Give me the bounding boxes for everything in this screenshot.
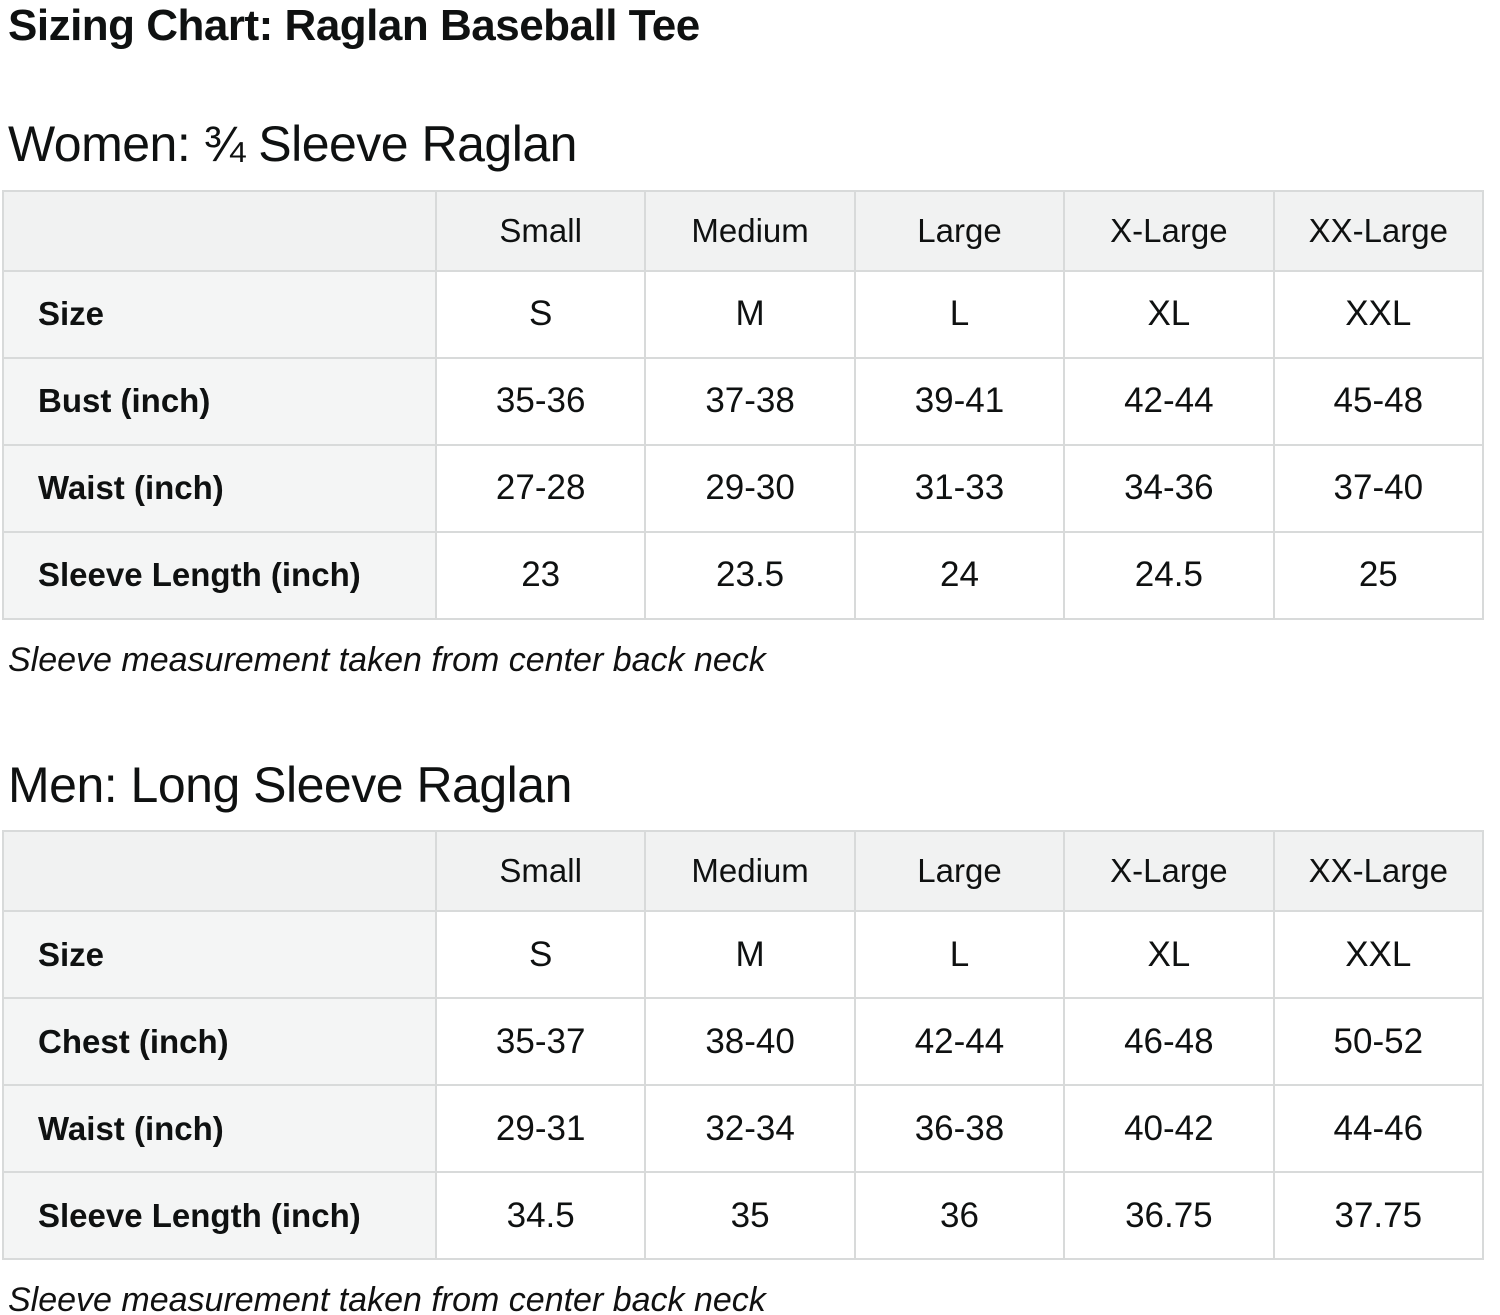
size-value-cell: M xyxy=(644,910,856,1000)
corner-cell xyxy=(2,189,437,272)
column-header-large: Large xyxy=(853,189,1066,272)
measurement-cell: 42-44 xyxy=(1063,356,1275,446)
table-header-row: Small Medium Large X-Large XX-Large xyxy=(2,830,1485,913)
table-note: Sleeve measurement taken from center bac… xyxy=(8,640,766,679)
measurement-cell: 34.5 xyxy=(434,1171,647,1261)
table-row-chest: Chest (inch) 35-37 38-40 42-44 46-48 50-… xyxy=(2,997,1485,1087)
measurement-cell: 45-48 xyxy=(1272,356,1485,446)
table-row-bust: Bust (inch) 35-36 37-38 39-41 42-44 45-4… xyxy=(2,356,1485,446)
column-header-x-large: X-Large xyxy=(1063,830,1275,913)
women-size-table: Small Medium Large X-Large XX-Large Size… xyxy=(2,189,1485,620)
measurement-cell: 37-38 xyxy=(644,356,856,446)
measurement-cell: 32-34 xyxy=(644,1084,856,1174)
table-row-sleeve-length: Sleeve Length (inch) 34.5 35 36 36.75 37… xyxy=(2,1171,1485,1261)
measurement-cell: 24.5 xyxy=(1063,530,1275,620)
column-header-large: Large xyxy=(853,830,1066,913)
measurement-cell: 37.75 xyxy=(1272,1171,1485,1261)
measurement-cell: 35-37 xyxy=(434,997,647,1087)
row-label: Size xyxy=(2,910,437,1000)
size-value-cell: M xyxy=(644,269,856,359)
measurement-cell: 37-40 xyxy=(1272,443,1485,533)
measurement-cell: 36 xyxy=(853,1171,1066,1261)
row-label: Sleeve Length (inch) xyxy=(2,530,437,620)
measurement-cell: 40-42 xyxy=(1063,1084,1275,1174)
size-value-cell: L xyxy=(853,910,1066,1000)
table-row-sleeve-length: Sleeve Length (inch) 23 23.5 24 24.5 25 xyxy=(2,530,1485,620)
row-label: Size xyxy=(2,269,437,359)
measurement-cell: 35-36 xyxy=(434,356,647,446)
row-label: Waist (inch) xyxy=(2,443,437,533)
measurement-cell: 39-41 xyxy=(853,356,1066,446)
table-row-waist: Waist (inch) 29-31 32-34 36-38 40-42 44-… xyxy=(2,1084,1485,1174)
measurement-cell: 31-33 xyxy=(853,443,1066,533)
measurement-cell: 44-46 xyxy=(1272,1084,1485,1174)
column-header-medium: Medium xyxy=(644,189,856,272)
row-label: Sleeve Length (inch) xyxy=(2,1171,437,1261)
measurement-cell: 42-44 xyxy=(853,997,1066,1087)
measurement-cell: 34-36 xyxy=(1063,443,1275,533)
row-label: Bust (inch) xyxy=(2,356,437,446)
size-value-cell: L xyxy=(853,269,1066,359)
table-note: Sleeve measurement taken from center bac… xyxy=(8,1281,766,1315)
measurement-cell: 29-30 xyxy=(644,443,856,533)
measurement-cell: 36.75 xyxy=(1063,1171,1275,1261)
measurement-cell: 24 xyxy=(853,530,1066,620)
column-header-xx-large: XX-Large xyxy=(1272,189,1485,272)
size-value-cell: XXL xyxy=(1272,910,1485,1000)
column-header-medium: Medium xyxy=(644,830,856,913)
section-men: Men: Long Sleeve Raglan Small Medium Lar… xyxy=(2,756,1490,1315)
corner-cell xyxy=(2,830,437,913)
column-header-small: Small xyxy=(434,189,647,272)
size-value-cell: XL xyxy=(1063,910,1275,1000)
section-women: Women: ¾ Sleeve Raglan Small Medium Larg… xyxy=(2,116,1490,680)
measurement-cell: 46-48 xyxy=(1063,997,1275,1087)
section-heading-women: Women: ¾ Sleeve Raglan xyxy=(8,116,577,173)
size-value-cell: XXL xyxy=(1272,269,1485,359)
men-size-table: Small Medium Large X-Large XX-Large Size… xyxy=(2,830,1485,1261)
size-value-cell: S xyxy=(434,910,647,1000)
section-heading-men: Men: Long Sleeve Raglan xyxy=(8,756,572,813)
measurement-cell: 23.5 xyxy=(644,530,856,620)
measurement-cell: 36-38 xyxy=(853,1084,1066,1174)
size-value-cell: S xyxy=(434,269,647,359)
table-header-row: Small Medium Large X-Large XX-Large xyxy=(2,189,1485,272)
table-row-size: Size S M L XL XXL xyxy=(2,269,1485,359)
table-row-waist: Waist (inch) 27-28 29-30 31-33 34-36 37-… xyxy=(2,443,1485,533)
page-title: Sizing Chart: Raglan Baseball Tee xyxy=(8,1,700,50)
column-header-x-large: X-Large xyxy=(1063,189,1275,272)
measurement-cell: 29-31 xyxy=(434,1084,647,1174)
row-label: Chest (inch) xyxy=(2,997,437,1087)
measurement-cell: 38-40 xyxy=(644,997,856,1087)
column-header-small: Small xyxy=(434,830,647,913)
measurement-cell: 25 xyxy=(1272,530,1485,620)
table-row-size: Size S M L XL XXL xyxy=(2,910,1485,1000)
column-header-xx-large: XX-Large xyxy=(1272,830,1485,913)
measurement-cell: 50-52 xyxy=(1272,997,1485,1087)
measurement-cell: 27-28 xyxy=(434,443,647,533)
measurement-cell: 23 xyxy=(434,530,647,620)
measurement-cell: 35 xyxy=(644,1171,856,1261)
row-label: Waist (inch) xyxy=(2,1084,437,1174)
size-value-cell: XL xyxy=(1063,269,1275,359)
